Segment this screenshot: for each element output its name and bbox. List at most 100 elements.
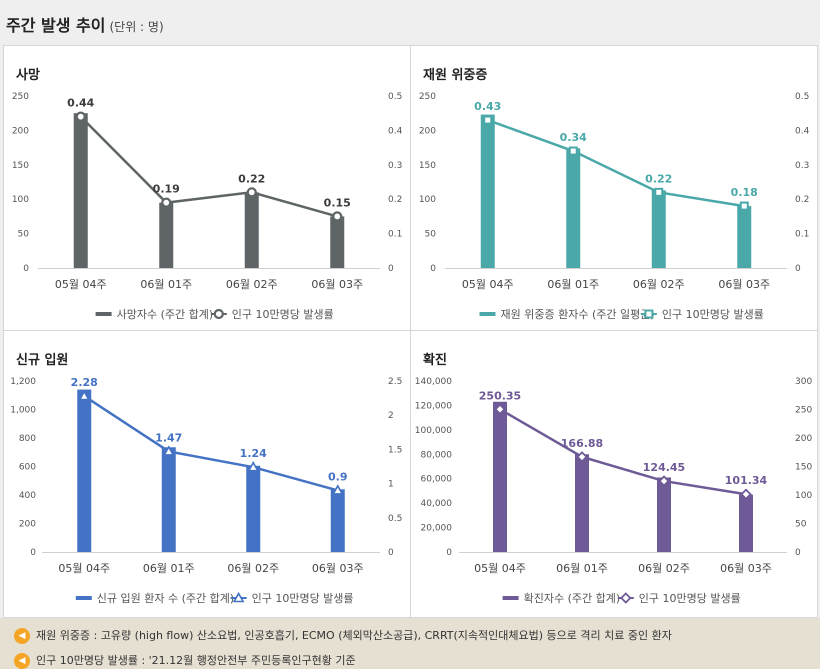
data-label: 0.15: [324, 196, 351, 209]
category-label: 06월 01주: [556, 562, 608, 575]
category-label: 06월 03주: [720, 562, 772, 575]
category-label: 06월 03주: [718, 278, 770, 291]
right-axis-tick-label: 0.1: [795, 230, 809, 240]
rate-point: [247, 461, 260, 472]
rate-point: [576, 451, 588, 463]
right-axis-tick-label: 100: [795, 491, 812, 501]
legend-bar-label: 신규 입원 환자 수 (주간 합계): [97, 592, 234, 605]
left-axis-tick-label: 0: [30, 548, 36, 558]
legend-line-label: 인구 10만명당 발생률: [639, 592, 741, 605]
right-axis-tick-label: 150: [795, 463, 812, 473]
left-axis-tick-label: 0: [430, 264, 436, 274]
data-label: 0.22: [645, 172, 672, 185]
left-axis-tick-label: 50: [18, 230, 30, 240]
rate-point: [483, 115, 493, 125]
rate-point: [740, 488, 752, 501]
left-axis-tick-label: 200: [19, 520, 36, 530]
data-label: 0.34: [560, 131, 587, 144]
chart-panel-confirmed: 확진 0 20,000 40,000 60,000 80,000 100,000 120,0…: [410, 330, 818, 618]
bar: [246, 465, 261, 552]
chart-title: 사망: [16, 68, 40, 83]
right-axis-tick-label: 0: [795, 548, 801, 558]
left-axis-tick-label: 600: [19, 463, 36, 473]
note-severe-definition: ◀ 재원 위중증 : 고유량 (high flow) 산소요법, 인공호흡기, E…: [14, 627, 672, 644]
rate-point: [568, 146, 578, 156]
data-label: 2.28: [71, 376, 98, 389]
right-axis-tick-label: 0.5: [388, 514, 402, 524]
data-label: 101.34: [725, 474, 768, 487]
category-label: 06월 03주: [311, 278, 363, 291]
legend-bar-label: 재원 위중증 환자수 (주간 일평균): [501, 307, 655, 321]
category-label: 05월 04주: [55, 278, 107, 291]
speaker-icon: ◀: [14, 653, 30, 669]
rate-point: [332, 211, 343, 222]
left-axis-tick-label: 100: [419, 195, 436, 205]
data-label: 0.22: [238, 172, 265, 185]
left-axis-tick-label: 200: [12, 126, 29, 136]
bar: [657, 477, 671, 552]
rate-point: [331, 484, 344, 495]
left-axis-tick-label: 140,000: [415, 377, 452, 387]
data-label: 0.19: [153, 183, 180, 196]
left-axis-tick-label: 250: [12, 92, 29, 102]
rate-point: [161, 197, 172, 208]
bar: [739, 494, 753, 552]
category-label: 05월 04주: [58, 562, 110, 575]
right-axis-tick-label: 2.5: [388, 377, 402, 387]
right-axis-tick-label: 0.5: [795, 92, 809, 102]
category-label: 05월 04주: [474, 562, 526, 575]
left-axis-tick-label: 20,000: [421, 524, 453, 534]
chart-panel-admission: 신규 입원 0 200 400 600 800 1,000 1,200 0 0.5 1 1.5 2 2.…: [3, 330, 411, 618]
category-label: 06월 02주: [633, 278, 685, 291]
left-axis-tick-label: 120,000: [415, 401, 452, 411]
left-axis-tick-label: 0: [446, 548, 452, 558]
bar: [159, 202, 174, 268]
legend-line-marker: [213, 308, 224, 320]
left-axis-tick-label: 100: [12, 195, 29, 205]
right-axis-tick-label: 0: [388, 548, 394, 558]
right-axis-tick-label: 0.2: [795, 195, 809, 205]
bar: [480, 114, 495, 269]
rate-line: [79, 115, 338, 218]
right-axis-tick-label: 0: [795, 264, 801, 274]
right-axis-tick-label: 200: [795, 434, 812, 444]
rate-point: [494, 403, 506, 416]
note-text: 인구 10만명당 발생률 : '21.12월 행정안전부 주민등록인구현황 기준: [36, 654, 356, 667]
right-axis-tick-label: 0.5: [388, 92, 402, 102]
chart-panel-death: 사망 0 50 100 150 200 250 0 0.1 0.2 0.3 0.4 0.5 0.44 0.…: [3, 45, 411, 331]
legend-line-marker: [644, 309, 654, 319]
legend-bar-label: 사망자수 (주간 합계): [117, 308, 214, 321]
unit-label: (단위 : 명): [109, 20, 164, 34]
left-axis-tick-label: 1,200: [10, 377, 36, 387]
chart-panel-severe: 재원 위중증 0 50 100 150 200 250 0 0.1 0.2 0.3 0.4 0.5 0.…: [410, 45, 818, 331]
left-axis-tick-label: 40,000: [421, 499, 453, 509]
bar: [73, 113, 88, 268]
right-axis-tick-label: 1: [388, 480, 394, 490]
legend-bar-label: 확진자수 (주간 합계): [524, 592, 621, 605]
left-axis-tick-label: 0: [23, 264, 29, 274]
right-axis-tick-label: 1.5: [388, 445, 402, 455]
data-label: 124.45: [643, 461, 685, 474]
category-label: 06월 02주: [226, 278, 278, 291]
note-text: 재원 위중증 : 고유량 (high flow) 산소요법, 인공호흡기, EC…: [36, 629, 672, 642]
right-axis-tick-label: 0.4: [795, 126, 810, 136]
left-axis-tick-label: 60,000: [421, 475, 453, 485]
bar: [651, 190, 666, 268]
legend-bar-swatch: [479, 312, 496, 316]
rate-line: [499, 408, 747, 496]
confirmed-chart: 0 20,000 40,000 60,000 80,000 100,000 120,000 1…: [415, 377, 813, 605]
rate-point: [162, 445, 175, 456]
left-axis-tick-label: 1,000: [10, 406, 36, 416]
left-axis-tick-label: 100,000: [415, 426, 452, 436]
category-label: 06월 01주: [140, 278, 192, 291]
data-label: 0.43: [474, 100, 501, 113]
category-label: 06월 01주: [143, 562, 195, 575]
chart-title: 확진: [423, 353, 447, 368]
chart-title: 신규 입원: [16, 353, 69, 368]
legend-line-label: 인구 10만명당 발생률: [252, 592, 354, 605]
page-title: 주간 발생 추이 (단위 : 명): [6, 12, 164, 36]
chart-title: 재원 위중증: [423, 68, 488, 83]
left-axis-tick-label: 50: [425, 230, 437, 240]
bar: [244, 192, 259, 268]
bar: [566, 148, 581, 268]
